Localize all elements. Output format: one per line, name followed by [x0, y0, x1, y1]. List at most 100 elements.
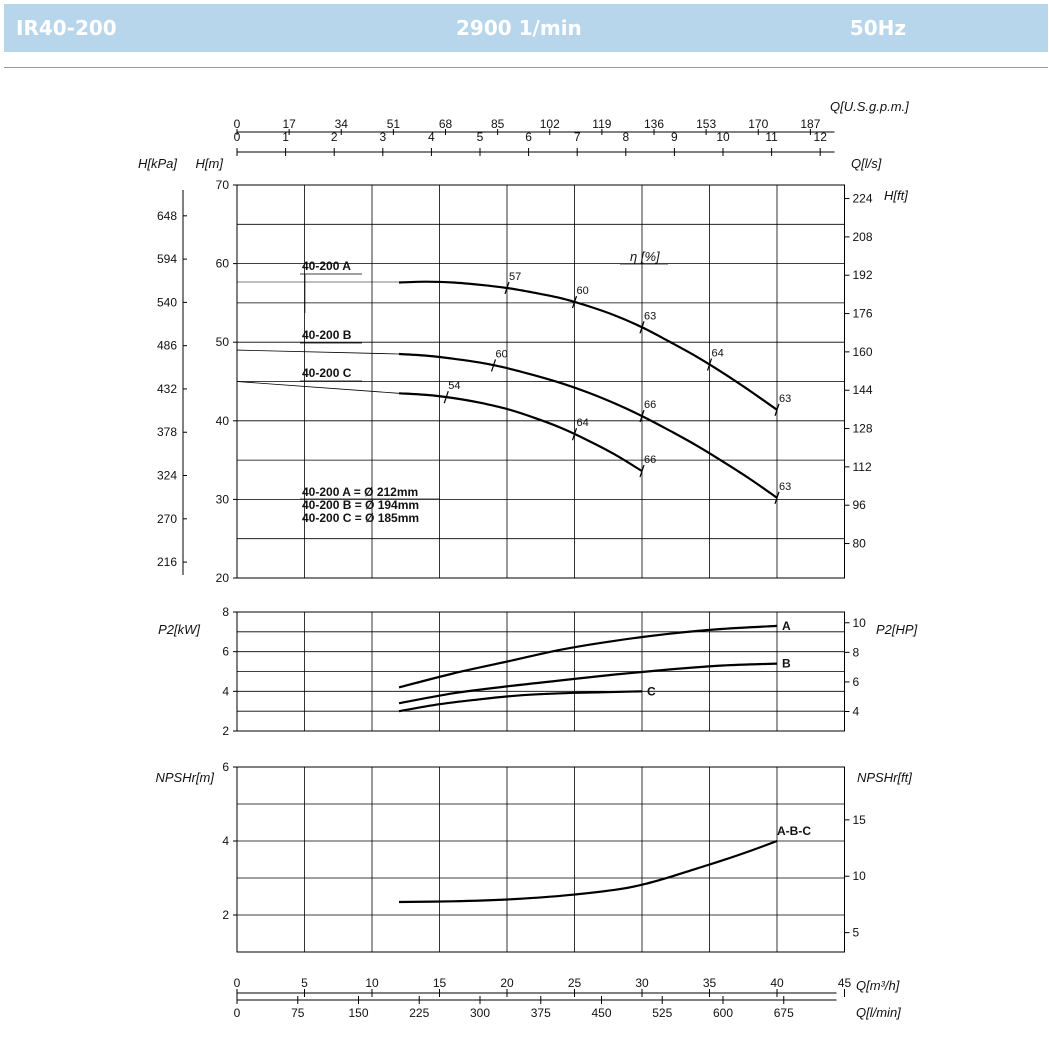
npsh-ft-tick-label: 10: [853, 869, 867, 883]
ft-tick-label: 112: [853, 460, 872, 474]
efficiency-tick: [571, 427, 578, 441]
head-ft-axis-title: H[ft]: [884, 188, 908, 203]
gpm-tick-label: 0: [234, 117, 241, 131]
pump-model: IR40-200: [16, 16, 117, 40]
gpm-tick-label: 119: [592, 117, 611, 131]
m3h-tick-label: 35: [703, 976, 717, 990]
gpm-tick-label: 85: [491, 117, 505, 131]
power-curve-label: B: [782, 657, 791, 671]
lmin-tick-label: 75: [291, 1006, 305, 1020]
npsh-curve: [398, 839, 778, 904]
efficiency-label: 64: [577, 417, 589, 429]
efficiency-label: 54: [448, 380, 460, 392]
kpa-tick-label: 432: [157, 382, 177, 396]
efficiency-label: 57: [509, 271, 521, 283]
npsh-ft-axis-title: NPSHr[ft]: [857, 770, 912, 785]
gpm-tick-label: 68: [439, 117, 453, 131]
lmin-axis-title: Q[l/min]: [856, 1005, 901, 1020]
hp-tick-label: 6: [853, 675, 860, 689]
efficiency-tick: [571, 295, 578, 309]
pump-speed: 2900 1/min: [456, 16, 582, 40]
head-curve-40-200-c: [398, 392, 643, 473]
efficiency-label: 64: [712, 348, 724, 360]
efficiency-axis-title: η [%]: [630, 249, 660, 264]
kpa-tick-label: 270: [157, 512, 177, 526]
power-curve-b: [398, 662, 778, 705]
ls-tick-label: 8: [622, 130, 629, 144]
efficiency-label: 63: [779, 393, 791, 405]
ls-tick-label: 4: [428, 130, 435, 144]
kpa-tick-label: 216: [157, 555, 177, 569]
m3h-tick-label: 25: [568, 976, 582, 990]
gpm-tick-label: 153: [696, 117, 716, 131]
m3h-tick-label: 5: [301, 976, 308, 990]
ft-tick-label: 224: [853, 192, 873, 206]
efficiency-tick: [639, 321, 645, 334]
lmin-tick-label: 150: [348, 1006, 368, 1020]
chart-header: IR40-200 2900 1/min 50Hz: [4, 4, 1048, 52]
impeller-diameter-legend: 40-200 C = Ø 185mm: [302, 511, 419, 525]
ft-tick-label: 208: [853, 230, 873, 244]
kpa-tick-label: 324: [157, 469, 177, 483]
ls-tick-label: 6: [525, 130, 532, 144]
npsh-ft-tick-label: 15: [853, 813, 867, 827]
power-axis-title: P2[kW]: [158, 622, 200, 637]
lmin-tick-label: 300: [470, 1006, 490, 1020]
ls-tick-label: 11: [765, 130, 778, 144]
m3h-tick-label: 15: [433, 976, 447, 990]
head-ytick-label: 30: [216, 492, 230, 506]
head-ytick-label: 20: [216, 571, 230, 585]
npsh-ft-tick-label: 5: [853, 926, 860, 940]
ft-tick-label: 144: [853, 383, 873, 397]
npsh-curve-label: A-B-C: [777, 824, 811, 838]
head-curve-label: 40-200 B: [302, 328, 352, 342]
npsh-axis-title: NPSHr[m]: [156, 770, 215, 785]
gpm-axis-title: Q[U.S.g.p.m.]: [830, 99, 909, 114]
power-ytick-label: 4: [222, 684, 229, 698]
efficiency-tick: [443, 391, 449, 404]
m3h-tick-label: 40: [770, 976, 784, 990]
efficiency-label: 63: [644, 310, 656, 322]
head-kpa-axis-title: H[kPa]: [138, 156, 177, 171]
hp-tick-label: 8: [853, 645, 860, 659]
efficiency-label: 63: [779, 481, 791, 493]
efficiency-label: 66: [644, 454, 656, 466]
head-curve-40-200-a: [398, 280, 778, 411]
ls-tick-label: 9: [671, 130, 678, 144]
npsh-ytick-label: 6: [222, 760, 229, 774]
ls-tick-label: 12: [814, 130, 828, 144]
kpa-tick-label: 540: [157, 295, 177, 309]
efficiency-tick: [774, 491, 780, 505]
power-curve-a: [398, 624, 778, 689]
header-divider: [4, 67, 1048, 68]
ls-tick-label: 0: [234, 130, 241, 144]
ft-tick-label: 80: [853, 537, 867, 551]
power-hp-axis-title: P2[HP]: [876, 622, 918, 637]
efficiency-tick: [706, 358, 713, 371]
ft-tick-label: 160: [853, 345, 873, 359]
head-ytick-label: 70: [216, 178, 230, 192]
lmin-tick-label: 675: [774, 1006, 794, 1020]
efficiency-label: 60: [496, 348, 508, 360]
head-ytick-label: 50: [216, 335, 230, 349]
gpm-tick-label: 136: [644, 117, 664, 131]
hp-tick-label: 10: [853, 616, 867, 630]
kpa-tick-label: 594: [157, 252, 177, 266]
power-curve-label: A: [782, 619, 791, 633]
npsh-ytick-label: 2: [222, 908, 229, 922]
efficiency-tick: [490, 359, 497, 372]
ft-tick-label: 176: [853, 307, 873, 321]
gpm-tick-label: 170: [748, 117, 768, 131]
frequency: 50Hz: [849, 16, 906, 40]
npsh-ytick-label: 4: [222, 834, 229, 848]
m3h-tick-label: 20: [500, 976, 514, 990]
power-ytick-label: 2: [222, 724, 229, 738]
ls-tick-label: 2: [331, 130, 338, 144]
ls-tick-label: 5: [477, 130, 484, 144]
head-curve-shutoff-segment: [236, 381, 400, 394]
power-curve-c: [398, 690, 643, 713]
head-ytick-label: 60: [216, 257, 230, 271]
efficiency-label: 60: [577, 285, 589, 297]
m3h-tick-label: 0: [234, 976, 241, 990]
gpm-tick-label: 34: [335, 117, 349, 131]
